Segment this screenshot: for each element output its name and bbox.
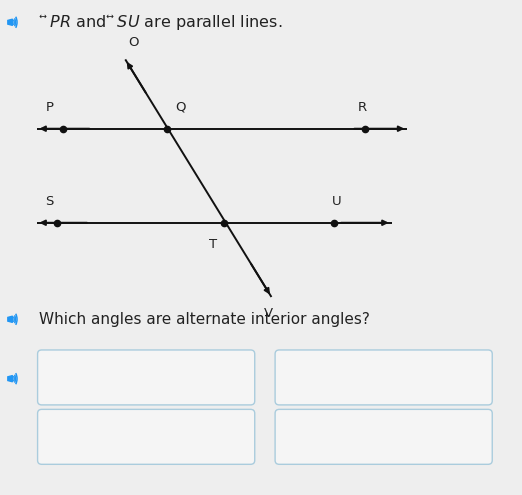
FancyBboxPatch shape [275, 409, 492, 464]
Text: ∠STQ and ∠UTQ: ∠STQ and ∠UTQ [84, 370, 208, 385]
Polygon shape [8, 19, 13, 25]
Text: ∠STQ and ∠PQO: ∠STQ and ∠PQO [322, 370, 446, 385]
Text: Q: Q [175, 101, 185, 114]
FancyBboxPatch shape [38, 409, 255, 464]
Text: O: O [128, 37, 138, 50]
Polygon shape [8, 376, 13, 382]
Text: R: R [358, 101, 367, 114]
Text: S: S [45, 195, 54, 208]
FancyBboxPatch shape [275, 350, 492, 405]
Polygon shape [8, 316, 13, 322]
Text: ∠STQ and ∠RQT: ∠STQ and ∠RQT [85, 429, 208, 445]
Text: ∠STQ and ∠STV: ∠STQ and ∠STV [323, 429, 444, 445]
Text: T: T [208, 238, 217, 250]
FancyBboxPatch shape [38, 350, 255, 405]
Text: P: P [45, 101, 54, 114]
Text: U: U [332, 195, 341, 208]
Text: V: V [264, 307, 272, 320]
Text: Which angles are alternate interior angles?: Which angles are alternate interior angl… [39, 312, 370, 327]
Text: $\overleftrightarrow{PR}$ and $\overleftrightarrow{SU}$ are parallel lines.: $\overleftrightarrow{PR}$ and $\overleft… [39, 12, 282, 32]
